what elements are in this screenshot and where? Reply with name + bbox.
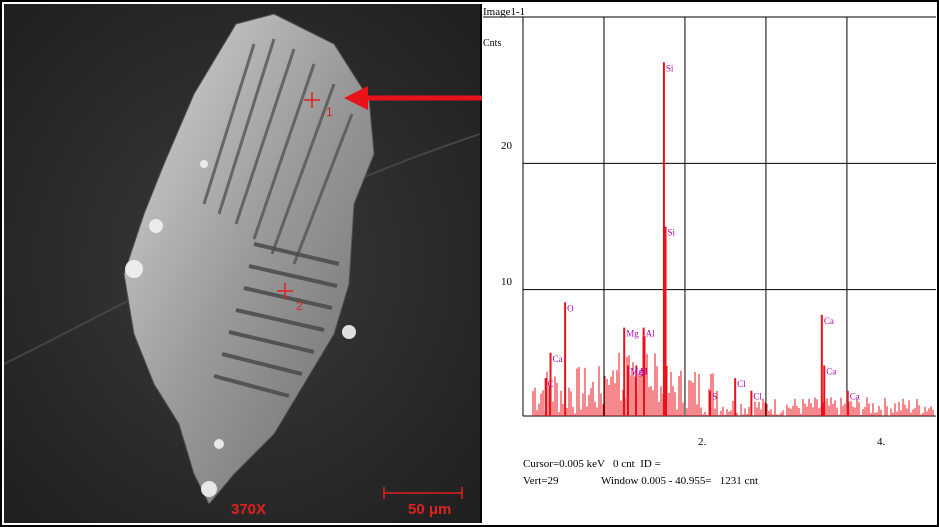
y-axis-unit: Cnts — [483, 38, 502, 49]
sem-micrograph: 1 2 370X 50 μm — [4, 4, 482, 523]
peak-label: S — [712, 392, 717, 402]
scale-bar-label: 50 μm — [408, 501, 452, 518]
peak-label: C — [548, 379, 554, 389]
eds-spectrum-panel: Image1-1 Cnts Si Si O C Ca Mg Al Mg Al S Cl Cl Ca Ca C… — [483, 4, 936, 523]
peak-label: Mg — [626, 329, 639, 339]
cursor-readout: Cursor=0.005 keV 0 cnt ID = — [523, 458, 661, 470]
peak-label: Si — [668, 228, 676, 238]
peak-label: Al — [638, 366, 647, 376]
sem-image-drawing — [4, 4, 480, 523]
particle-shape — [123, 13, 375, 505]
scale-bar — [383, 487, 463, 499]
peak-label: Ca — [850, 392, 860, 402]
peak-label: Al — [646, 329, 655, 339]
y-tick-20: 20 — [501, 140, 512, 152]
peak-label: O — [567, 303, 574, 313]
y-tick-10: 10 — [501, 276, 512, 288]
peak-label: Cl — [737, 379, 746, 389]
magnification-label: 370X — [231, 501, 267, 518]
spectrum-title: Image1-1 — [483, 6, 526, 18]
spot-2-label: 2 — [296, 299, 303, 313]
x-tick-2: 2. — [698, 436, 707, 448]
peak-label: Cl — [753, 392, 762, 402]
window-readout: Window 0.005 - 40.955= 1231 cnt — [601, 475, 758, 487]
peak-label: Si — [666, 63, 674, 73]
spot-markers — [277, 92, 320, 299]
vertical-scale-readout: Vert=29 — [523, 475, 559, 487]
peak-label: Ca — [824, 316, 834, 326]
peak-label: Mg — [630, 366, 643, 376]
spot-1-label: 1 — [326, 105, 333, 119]
x-tick-4: 4. — [877, 436, 886, 448]
peak-label: Ca — [826, 366, 836, 376]
peak-label: Ca — [553, 354, 563, 364]
